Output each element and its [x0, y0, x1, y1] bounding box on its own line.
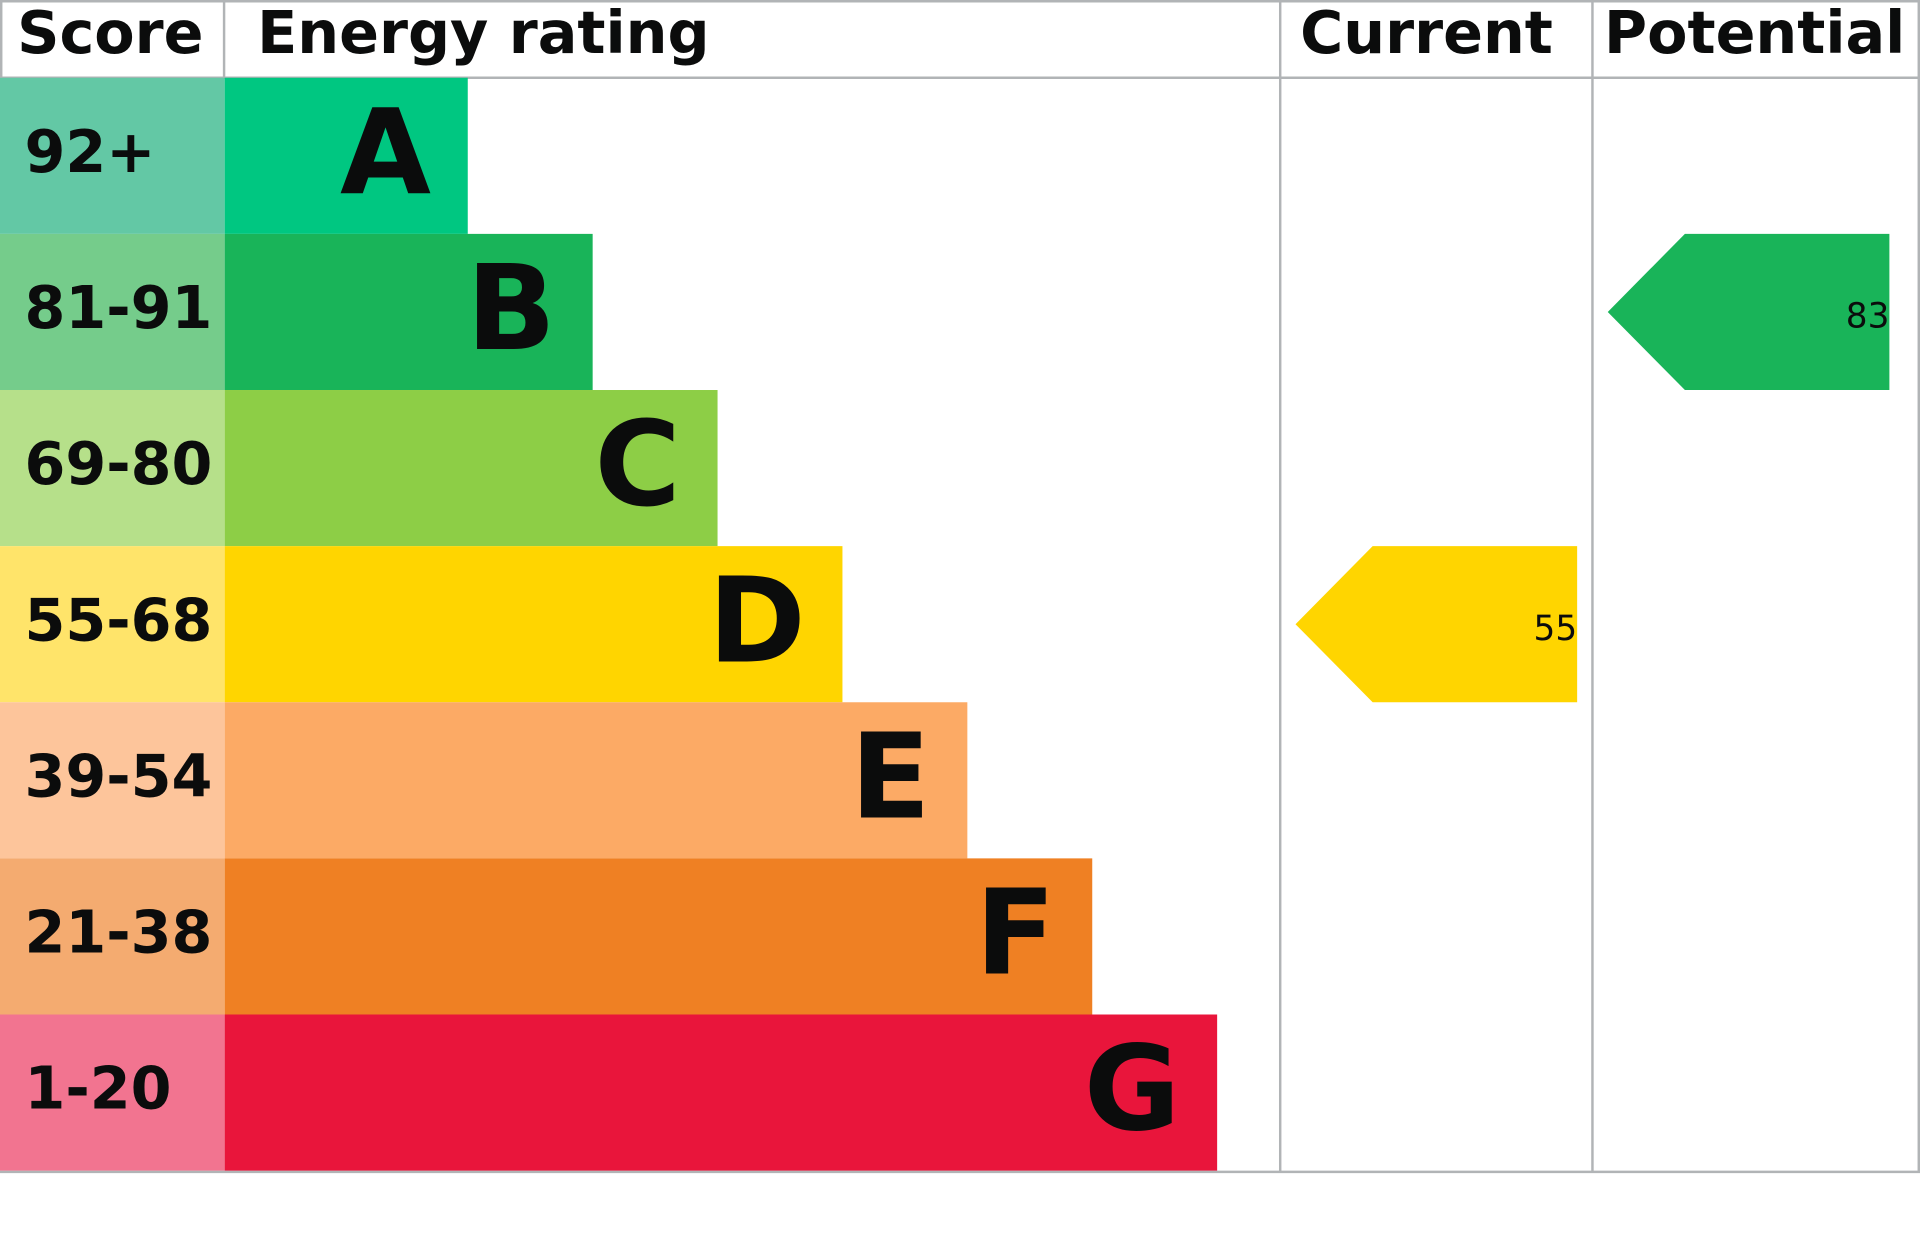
header-current: Current: [1300, 0, 1553, 67]
rating-bar: [224, 390, 718, 547]
potential-value: 83: [1846, 297, 1890, 337]
score-cell: [0, 233, 225, 391]
score-range: 92+: [24, 117, 155, 186]
rating-bar: [224, 77, 468, 234]
rating-letter: A: [340, 84, 431, 221]
score-range: 1-20: [24, 1054, 171, 1123]
rating-bar: [224, 1014, 1218, 1171]
rating-letter: D: [708, 552, 806, 689]
score-cell: [0, 390, 225, 547]
rating-bar: [224, 233, 593, 391]
header-potential: Potential: [1604, 0, 1905, 67]
rating-letter: G: [1084, 1021, 1180, 1158]
score-cell: [0, 1014, 225, 1171]
score-range: 39-54: [24, 741, 212, 810]
rating-bar: [224, 546, 843, 703]
score-cell: [0, 546, 225, 703]
rating-letter: F: [975, 865, 1055, 1002]
rating-letter: B: [466, 240, 556, 377]
rating-bar: [224, 702, 968, 859]
rating-letter: E: [850, 708, 930, 845]
score-range: 81-91: [24, 273, 212, 342]
potential-arrow: [1607, 233, 1890, 391]
score-cell: [0, 702, 225, 859]
score-cell: [0, 858, 225, 1015]
score-range: 55-68: [24, 585, 212, 654]
score-cell: [0, 77, 225, 234]
current-arrow: [1295, 546, 1578, 703]
score-range: 69-80: [24, 429, 212, 498]
header-score: Score: [17, 0, 203, 67]
rating-bar: [224, 858, 1093, 1015]
score-range: 21-38: [24, 898, 212, 967]
header-rating: Energy rating: [257, 0, 709, 67]
rating-letter: C: [595, 396, 681, 533]
current-value: 55: [1534, 609, 1578, 649]
